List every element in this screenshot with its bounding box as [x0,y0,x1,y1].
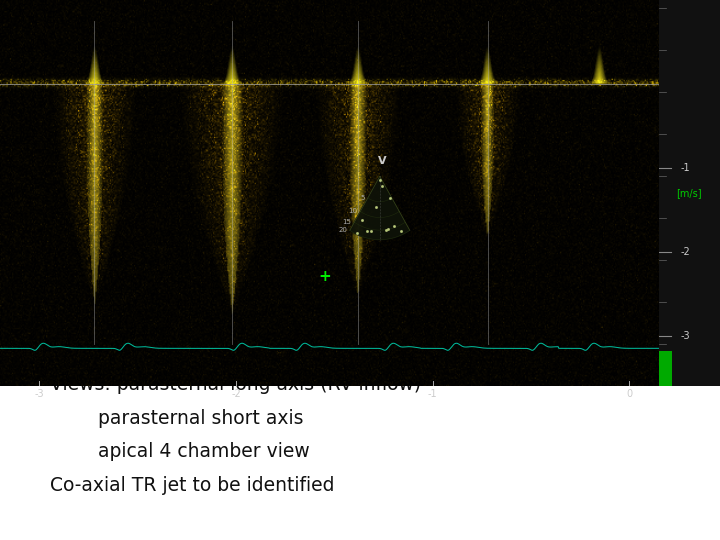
Text: -2: -2 [680,247,690,257]
Text: 5: 5 [361,195,365,201]
Text: [m/s]: [m/s] [676,188,701,198]
Bar [659,352,672,421]
Text: 0: 0 [626,389,632,399]
Point [370,203,382,212]
Text: apical 4 chamber view: apical 4 chamber view [50,442,310,461]
Text: -2: -2 [231,389,241,399]
Point [361,226,373,235]
Point [356,215,367,224]
Point [382,225,394,233]
Point [365,227,377,235]
Text: Views: parasternal long axis (RV inflow): Views: parasternal long axis (RV inflow) [50,375,421,394]
Text: 15: 15 [343,219,351,225]
Point [380,226,392,235]
Text: 20: 20 [338,227,347,233]
Point [351,229,363,238]
Text: -1: -1 [428,389,438,399]
Text: V: V [378,156,387,166]
Point [374,176,386,184]
Polygon shape [350,177,410,240]
Text: -3: -3 [35,389,44,399]
Text: -3: -3 [680,330,690,341]
Point [395,226,407,235]
Text: Co-axial TR jet to be identified: Co-axial TR jet to be identified [50,476,335,495]
Text: parasternal short axis: parasternal short axis [50,409,304,428]
Bar [0,0,720,386]
Text: +: + [318,269,331,285]
Text: -1: -1 [680,163,690,173]
Point [384,194,396,202]
Text: 10: 10 [348,208,357,214]
Point [388,222,400,231]
Point [376,181,387,190]
